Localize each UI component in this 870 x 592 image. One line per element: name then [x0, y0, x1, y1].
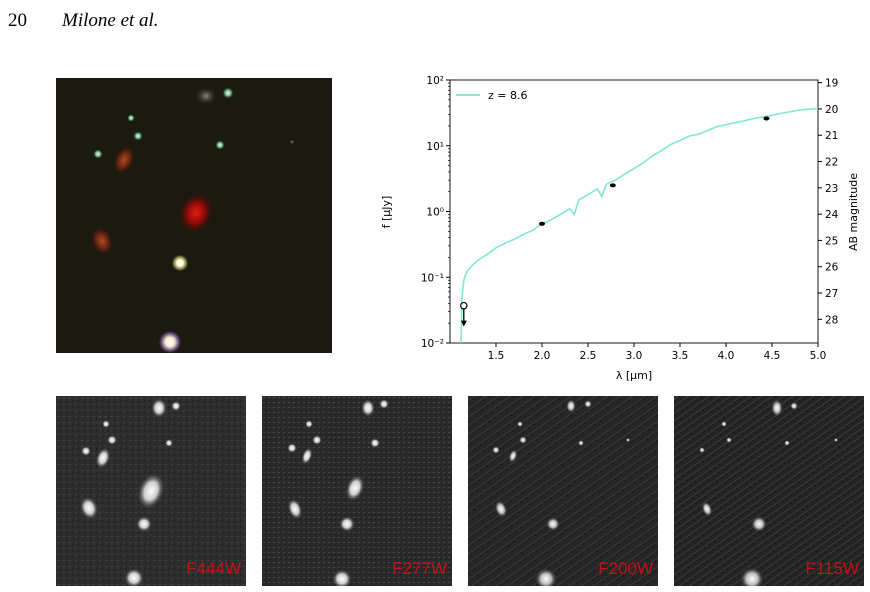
x-tick-label: 5.0	[810, 350, 827, 362]
photometry-point	[539, 221, 545, 226]
thumbnail-image	[674, 396, 864, 586]
right-tick-label: 24	[825, 209, 839, 221]
y-tick-label: 10⁻¹	[421, 272, 444, 284]
right-axis-label: AB magnitude	[847, 173, 860, 251]
legend: z = 8.6	[456, 89, 527, 102]
y-axis-label: f [μJy]	[380, 196, 393, 229]
y-tick-label: 10¹	[426, 141, 444, 153]
right-tick-label: 21	[825, 130, 838, 142]
thumbnail-f200w: F200W	[468, 396, 658, 586]
right-tick-label: 26	[825, 262, 839, 274]
running-head-authors: Milone et al.	[62, 10, 159, 31]
upper-limit-marker	[460, 301, 468, 327]
upper-limit-circle	[460, 301, 468, 310]
plot-area	[449, 79, 819, 344]
x-axis-label: λ [μm]	[616, 369, 652, 382]
thumbnail-f115w: F115W	[674, 396, 864, 586]
rgb-composite-image	[56, 78, 332, 353]
x-tick-label: 3.0	[626, 350, 643, 362]
sed-chart: 1.5 2.0 2.5 3.0 3.5 4.0 4.5 5.0 10⁻² 10⁻¹ 10⁰ 10¹ 1…	[360, 70, 870, 390]
x-tick-label: 2.5	[580, 350, 597, 362]
upper-limit-arrow-head	[460, 320, 467, 327]
thumbnail-image	[468, 396, 658, 586]
y-tick-label: 10⁰	[426, 207, 444, 219]
right-tick-label: 19	[825, 78, 838, 90]
photometry-point	[609, 183, 616, 188]
right-tick-label: 20	[825, 104, 838, 116]
x-tick-label: 4.0	[718, 350, 735, 362]
thumbnail-image	[262, 396, 452, 586]
filter-label: F444W	[186, 559, 241, 578]
right-tick-label: 28	[825, 314, 838, 326]
y-tick-label: 10⁻²	[421, 338, 444, 350]
page-number: 20	[8, 10, 27, 31]
x-tick-label: 4.5	[764, 350, 781, 362]
legend-label: z = 8.6	[488, 89, 527, 102]
right-tick-label: 27	[825, 288, 838, 300]
right-tick-label: 25	[825, 235, 838, 247]
x-tick-label: 2.0	[534, 350, 551, 362]
thumbnail-f444w: F444W	[56, 396, 246, 586]
photometry-point	[763, 116, 770, 121]
filter-label: F277W	[392, 559, 447, 578]
filter-label: F115W	[805, 559, 859, 578]
right-tick-label: 23	[825, 183, 838, 195]
x-tick-label: 3.5	[672, 350, 689, 362]
x-tick-label: 1.5	[488, 350, 505, 362]
right-tick-label: 22	[825, 157, 838, 169]
y-tick-label: 10²	[426, 75, 444, 87]
thumbnail-f277w: F277W	[262, 396, 452, 586]
filter-label: F200W	[598, 559, 653, 578]
series-line-z86	[460, 107, 819, 344]
thumbnail-image	[56, 396, 246, 586]
